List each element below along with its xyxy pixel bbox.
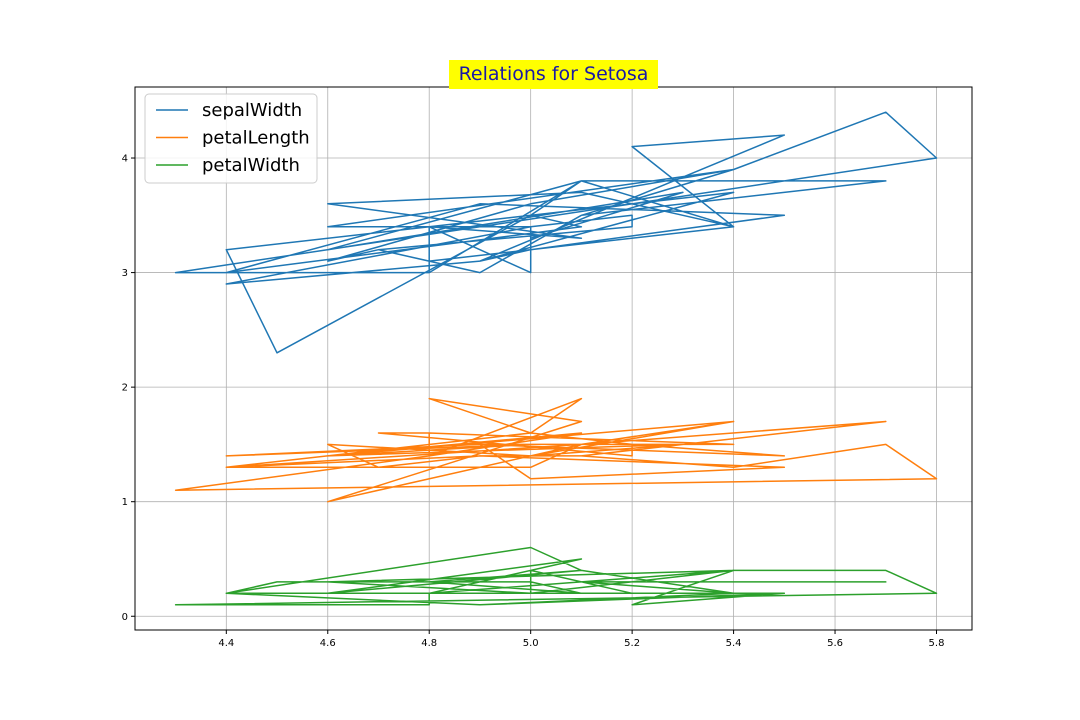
x-tick-label: 4.6 <box>320 638 336 649</box>
legend-label-petalLength: petalLength <box>202 128 310 149</box>
y-tick-label: 0 <box>122 612 128 623</box>
y-tick-label: 3 <box>122 268 128 279</box>
chart-title-background <box>449 60 658 89</box>
x-tick-label: 5.4 <box>726 638 742 649</box>
x-tick-label: 5.8 <box>929 638 945 649</box>
x-tick-label: 5.6 <box>827 638 843 649</box>
x-tick-label: 4.8 <box>421 638 437 649</box>
axis-ticks: 4.4 4.6 4.8 5.0 5.2 5.4 5.6 5.8 0 1 2 3 4 <box>122 154 945 649</box>
legend-label-sepalWidth: sepalWidth <box>202 100 302 121</box>
chart-title-text: Relations for Setosa <box>459 63 649 85</box>
x-tick-label: 4.4 <box>218 638 234 649</box>
x-tick-label: 5.2 <box>624 638 640 649</box>
series-line-petalLength <box>174 397 938 503</box>
y-tick-label: 4 <box>122 154 128 165</box>
y-tick-label: 2 <box>122 383 128 394</box>
series-lines <box>174 111 938 606</box>
legend: sepalWidth petalLength petalWidth <box>144 93 318 184</box>
x-tick-label: 5.0 <box>523 638 539 649</box>
legend-frame <box>144 93 318 184</box>
series-line-sepalWidth <box>174 111 938 354</box>
y-tick-label: 1 <box>122 497 128 508</box>
series-line-petalWidth <box>174 546 938 606</box>
legend-label-petalWidth: petalWidth <box>202 155 300 176</box>
chart-title: Relations for Setosa <box>449 60 658 89</box>
